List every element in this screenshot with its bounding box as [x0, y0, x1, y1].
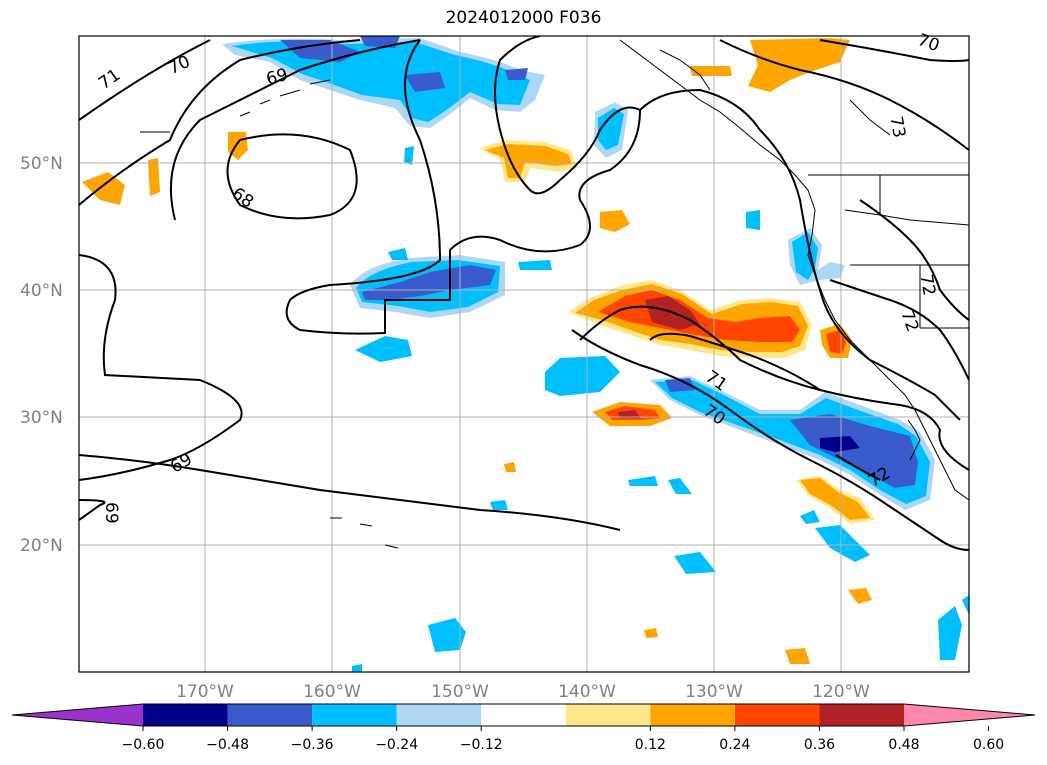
contour-line [79, 454, 621, 531]
negative-area [792, 232, 818, 280]
colorbar-bin [650, 704, 735, 726]
negative-area [518, 260, 552, 270]
contour-line [79, 39, 211, 121]
lat-label: 40°N [20, 281, 63, 301]
negative-area [746, 210, 760, 230]
contour-label: 69 [101, 502, 121, 524]
contour-line [285, 36, 642, 335]
colorbar-tick-label: 0.12 [635, 737, 666, 753]
contour-label: 72 [915, 273, 938, 298]
colorbar-bin [396, 704, 482, 726]
contour-line [835, 454, 881, 481]
latitude-labels: 50°N 40°N 30°N 20°N [20, 154, 63, 556]
lon-label: 140°W [558, 682, 616, 702]
lon-label: 120°W [812, 682, 870, 702]
colorbar: −0.60 −0.48 −0.36 −0.24 −0.12 0.12 0.24 0.36 0.4… [11, 703, 1036, 753]
lat-label: 50°N [20, 154, 63, 174]
contour-line [226, 133, 358, 220]
lon-label: 150°W [431, 682, 489, 702]
colorbar-tick-label: 0.48 [888, 737, 919, 753]
positive-area [848, 588, 872, 604]
contour-line [859, 199, 969, 321]
lon-label: 170°W [176, 682, 234, 702]
colorbar-tick-label: −0.60 [122, 737, 165, 753]
negative-area [938, 606, 962, 660]
positive-area [644, 628, 658, 638]
negative-area [598, 108, 624, 150]
positive-area [785, 648, 810, 664]
positive-area [82, 172, 125, 205]
colorbar-bin [819, 704, 904, 726]
coastlines [140, 39, 969, 549]
negative-area [490, 500, 508, 510]
positive-area [748, 38, 850, 92]
colorbar-tick-label: 0.60 [973, 737, 1004, 753]
positive-area [618, 410, 640, 418]
positive-area [148, 158, 160, 196]
colorbar-bin [481, 704, 566, 726]
lat-label: 30°N [20, 408, 63, 428]
colorbar-tick-label: −0.12 [460, 737, 503, 753]
contour-line [571, 329, 969, 551]
negative-area [545, 356, 620, 396]
negative-area [820, 436, 860, 452]
negative-area [790, 414, 918, 488]
negative-area [428, 618, 466, 652]
contour-line [719, 39, 969, 151]
contour-line [829, 279, 969, 381]
negative-area [800, 510, 820, 524]
negative-area [962, 595, 969, 615]
contour-line [169, 39, 421, 221]
colorbar-extend-low [12, 704, 143, 726]
negative-area [668, 478, 692, 494]
negative-area [388, 248, 408, 260]
negative-area [362, 265, 496, 300]
negative-area [665, 378, 695, 392]
negative-area [355, 336, 412, 362]
negative-area [674, 552, 716, 574]
lon-label: 130°W [685, 682, 743, 702]
contour-line [579, 305, 969, 471]
contour-line [639, 88, 961, 421]
longitude-labels: 170°W 160°W 150°W 140°W 130°W 120°W [176, 682, 870, 702]
lat-label: 20°N [20, 536, 63, 556]
lon-label: 160°W [303, 682, 361, 702]
colorbar-tick-label: −0.48 [206, 737, 249, 753]
positive-area [504, 462, 516, 472]
negative-area [405, 72, 445, 92]
map-title: 2024012000 F036 [445, 8, 602, 28]
colorbar-bin [227, 704, 313, 726]
negative-area [655, 380, 930, 504]
negative-area [232, 41, 530, 122]
negative-area [404, 146, 414, 165]
contour-line [79, 499, 106, 521]
height-contours [79, 36, 969, 551]
colorbar-bin [143, 704, 228, 726]
negative-area [352, 664, 362, 672]
anomaly-shading [82, 36, 969, 672]
contour-line [79, 39, 361, 206]
negative-area [815, 525, 870, 562]
positive-area [800, 478, 870, 520]
contour-label: 73 [885, 115, 908, 140]
colorbar-tick-label: −0.36 [291, 737, 334, 753]
map-panel: 71 70 69 68 69 69 71 70 72 72 73 70 72 [78, 30, 970, 673]
colorbar-tick-label: 0.24 [719, 737, 750, 753]
positive-area [600, 210, 630, 232]
positive-area [690, 66, 732, 76]
contour-line [819, 39, 969, 62]
colorbar-extend-high [904, 704, 1035, 726]
negative-area [505, 68, 528, 80]
negative-area [628, 476, 658, 486]
map-frame [78, 35, 970, 673]
negative-area [280, 40, 360, 62]
colorbar-bin [734, 704, 820, 726]
colorbar-bin [312, 704, 397, 726]
colorbar-tick-label: 0.36 [804, 737, 835, 753]
colorbar-tick-label: −0.24 [375, 737, 418, 753]
colorbar-bin [565, 704, 651, 726]
contour-line [649, 332, 821, 391]
